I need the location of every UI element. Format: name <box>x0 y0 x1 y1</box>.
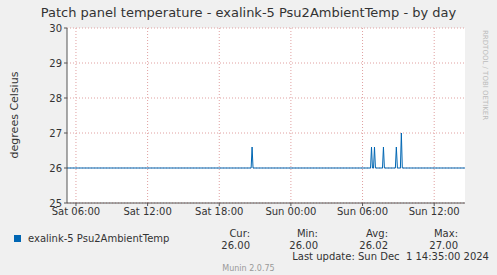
html-text:exalink-5 Psu2AmbientTemp: exalink-5 Psu2AmbientTemp <box>28 233 170 244</box>
html-text:Max:: Max: <box>434 228 458 239</box>
html-text:Cur:: Cur: <box>229 228 250 239</box>
svg-text:Sat 12:00: Sat 12:00 <box>123 206 171 217</box>
svg-text:Sun 06:00: Sun 06:00 <box>337 206 388 217</box>
svg-text:Sat 06:00: Sat 06:00 <box>51 206 101 218</box>
html-text:Last update: Sun Dec 1 14:35:0: Last update: Sun Dec 1 14:35:00 2024 <box>292 251 489 262</box>
svg-text:30: 30 <box>49 23 62 34</box>
html-text:degrees Celsius: degrees Celsius <box>7 71 21 159</box>
html-text:Avg:: Avg: <box>366 228 388 239</box>
html-text:26.00: 26.00 <box>221 240 250 251</box>
svg-text:Sat 18:00: Sat 18:00 <box>195 206 243 217</box>
svg-text:26: 26 <box>49 163 62 174</box>
html-text:Min:: Min: <box>296 228 318 239</box>
html-text:Munin 2.0.75: Munin 2.0.75 <box>222 264 275 273</box>
html-text:26.02: 26.02 <box>359 240 388 251</box>
svg-text:27: 27 <box>49 128 62 139</box>
html-text:Patch panel temperature - exal: Patch panel temperature - exalink-5 Psu2… <box>40 5 457 20</box>
html-text:27.00: 27.00 <box>429 240 458 251</box>
svg-text:28: 28 <box>49 93 62 104</box>
html-text:26.00: 26.00 <box>289 240 318 251</box>
html-text:RRDTOOL / TOBI OETIKER: RRDTOOL / TOBI OETIKER <box>481 30 489 121</box>
svg-text:Sun 00:00: Sun 00:00 <box>265 206 316 217</box>
svg-text:29: 29 <box>49 58 62 69</box>
svg-text:Sun 12:00: Sun 12:00 <box>409 206 460 217</box>
svg-text:25: 25 <box>49 198 62 209</box>
